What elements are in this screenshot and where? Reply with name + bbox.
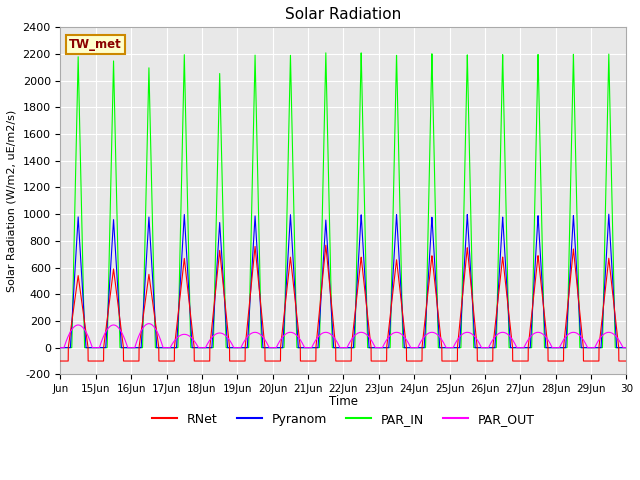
PAR_OUT	[392, 330, 399, 336]
RNet	[506, 324, 514, 330]
Pyranom	[56, 345, 64, 350]
RNet	[322, 242, 330, 248]
PAR_OUT	[262, 338, 269, 344]
RNet	[392, 266, 399, 272]
PAR_IN	[392, 101, 399, 107]
RNet	[85, 358, 93, 364]
Line: Pyranom: Pyranom	[60, 214, 627, 348]
Pyranom	[85, 345, 93, 350]
PAR_OUT	[416, 340, 424, 346]
Text: TW_met: TW_met	[69, 38, 122, 51]
Y-axis label: Solar Radiation (W/m2, uE/m2/s): Solar Radiation (W/m2, uE/m2/s)	[7, 110, 17, 292]
RNet	[416, 358, 424, 364]
PAR_IN	[357, 50, 365, 56]
PAR_IN	[476, 345, 484, 350]
Title: Solar Radiation: Solar Radiation	[285, 7, 402, 22]
PAR_OUT	[85, 335, 93, 341]
Pyranom	[392, 231, 399, 237]
PAR_IN	[623, 345, 630, 350]
RNet	[623, 358, 630, 364]
Legend: RNet, Pyranom, PAR_IN, PAR_OUT: RNet, Pyranom, PAR_IN, PAR_OUT	[147, 408, 540, 431]
Pyranom	[506, 342, 514, 348]
Line: RNet: RNet	[60, 245, 627, 361]
RNet	[56, 358, 64, 364]
PAR_OUT	[623, 345, 630, 350]
PAR_OUT	[506, 334, 514, 340]
PAR_IN	[56, 345, 64, 350]
PAR_IN	[416, 345, 424, 350]
RNet	[476, 358, 484, 364]
Pyranom	[262, 345, 269, 350]
Pyranom	[476, 345, 484, 350]
PAR_OUT	[476, 342, 484, 348]
Pyranom	[605, 211, 612, 217]
PAR_OUT	[145, 321, 153, 326]
Pyranom	[416, 345, 424, 350]
PAR_OUT	[56, 345, 64, 350]
Line: PAR_IN: PAR_IN	[60, 53, 627, 348]
Pyranom	[623, 345, 630, 350]
RNet	[262, 358, 269, 364]
Line: PAR_OUT: PAR_OUT	[60, 324, 627, 348]
X-axis label: Time: Time	[329, 396, 358, 408]
PAR_IN	[262, 345, 269, 350]
PAR_IN	[506, 345, 514, 350]
PAR_IN	[85, 345, 93, 350]
